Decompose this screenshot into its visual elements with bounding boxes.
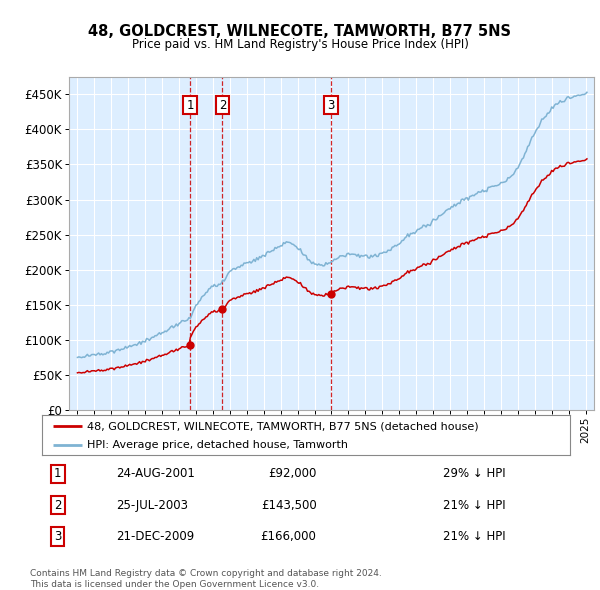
Text: Contains HM Land Registry data © Crown copyright and database right 2024.
This d: Contains HM Land Registry data © Crown c… [30, 569, 382, 589]
Text: 25-JUL-2003: 25-JUL-2003 [116, 499, 188, 512]
Text: £92,000: £92,000 [268, 467, 317, 480]
Text: 48, GOLDCREST, WILNECOTE, TAMWORTH, B77 5NS (detached house): 48, GOLDCREST, WILNECOTE, TAMWORTH, B77 … [87, 421, 479, 431]
Text: 21-DEC-2009: 21-DEC-2009 [116, 530, 194, 543]
Text: 2: 2 [54, 499, 62, 512]
Text: 1: 1 [186, 99, 194, 112]
Text: 21% ↓ HPI: 21% ↓ HPI [443, 530, 506, 543]
Text: 24-AUG-2001: 24-AUG-2001 [116, 467, 195, 480]
Text: 29% ↓ HPI: 29% ↓ HPI [443, 467, 506, 480]
Text: 48, GOLDCREST, WILNECOTE, TAMWORTH, B77 5NS: 48, GOLDCREST, WILNECOTE, TAMWORTH, B77 … [89, 24, 511, 38]
Text: 3: 3 [54, 530, 62, 543]
Text: 21% ↓ HPI: 21% ↓ HPI [443, 499, 506, 512]
Text: £143,500: £143,500 [261, 499, 317, 512]
Text: £166,000: £166,000 [260, 530, 317, 543]
Text: Price paid vs. HM Land Registry's House Price Index (HPI): Price paid vs. HM Land Registry's House … [131, 38, 469, 51]
Text: HPI: Average price, detached house, Tamworth: HPI: Average price, detached house, Tamw… [87, 440, 348, 450]
Text: 3: 3 [328, 99, 335, 112]
Text: 1: 1 [54, 467, 62, 480]
Text: 2: 2 [219, 99, 226, 112]
